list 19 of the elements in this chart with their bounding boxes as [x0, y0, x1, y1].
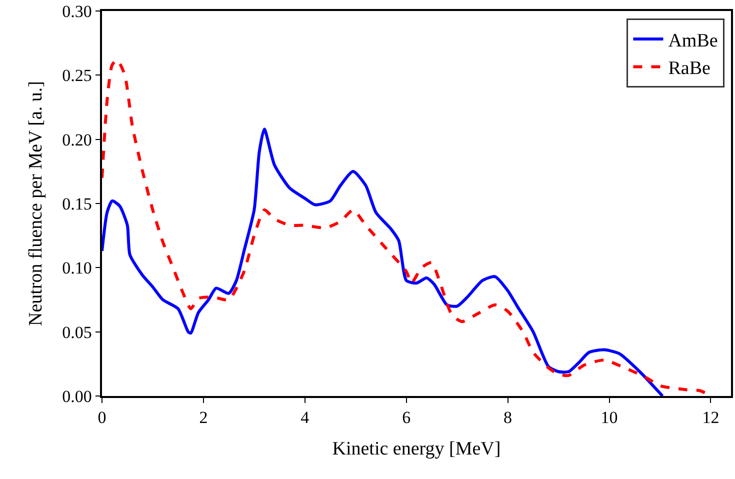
legend-label: RaBe: [668, 58, 710, 80]
y-tick-label: 0.10: [62, 258, 92, 278]
y-tick-label: 0.15: [62, 194, 92, 214]
x-tick-label: 0: [98, 408, 106, 428]
x-tick-label: 12: [702, 408, 720, 428]
x-tick-label: 2: [199, 408, 208, 428]
x-tick-label: 6: [402, 408, 411, 428]
y-tick-label: 0.20: [62, 130, 92, 150]
legend-label: AmBe: [668, 30, 718, 52]
y-tick-label: 0.25: [62, 66, 92, 86]
x-tick-label: 10: [600, 408, 618, 428]
line-series: [102, 128, 664, 396]
y-tick-label: 0.05: [62, 322, 92, 342]
y-axis-title: Neutron fluence per MeV [a. u.]: [25, 81, 46, 326]
x-axis-title: Kinetic energy [MeV]: [332, 438, 501, 460]
x-tick-label: 4: [300, 408, 310, 428]
x-tick-label: 8: [504, 408, 512, 428]
y-tick-label: 0.30: [62, 2, 92, 21]
y-tick-label: 0.00: [62, 386, 92, 406]
